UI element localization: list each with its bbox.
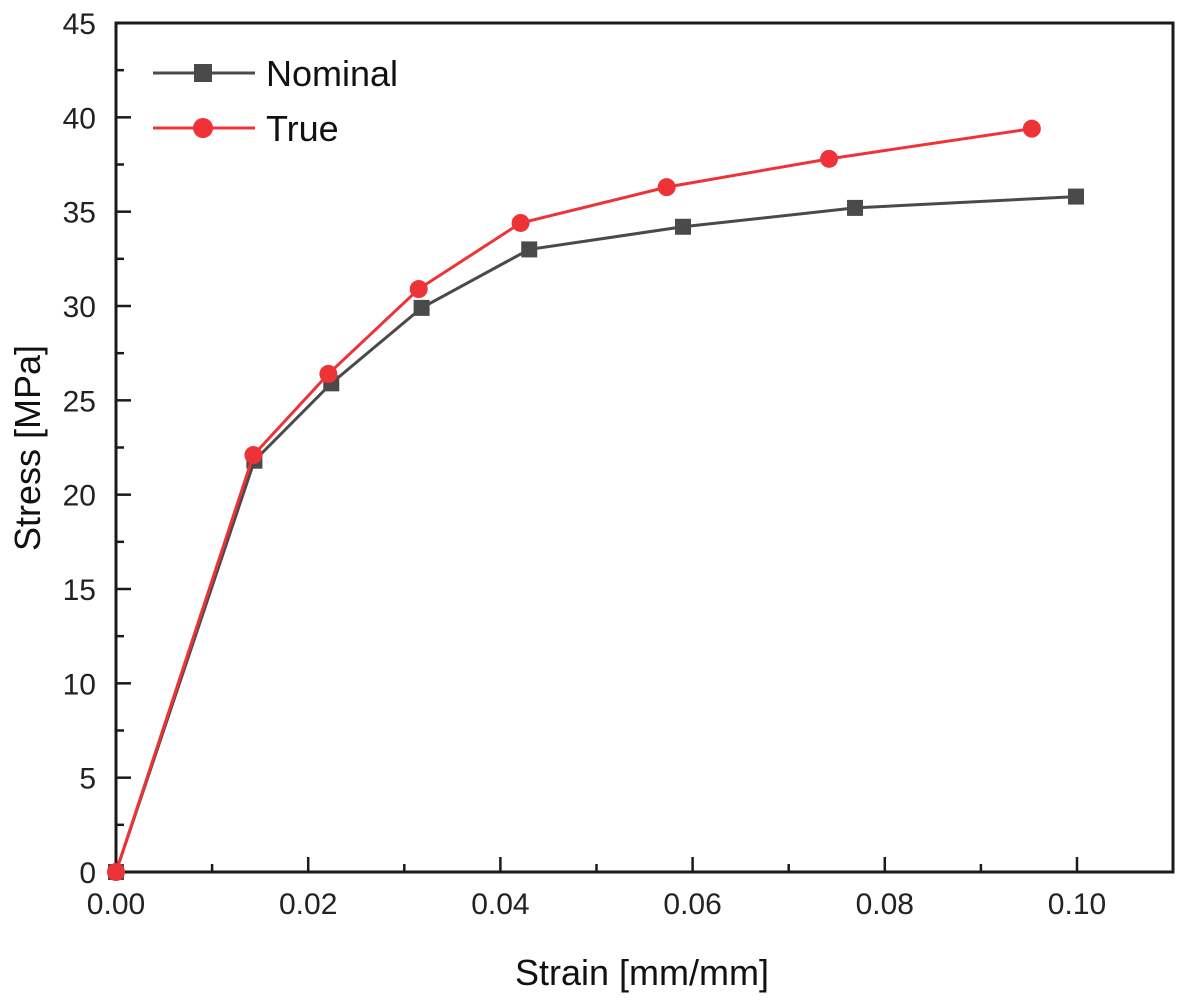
y-axis: 0 5 10 15 20 25 30 35 40 45 bbox=[63, 8, 131, 890]
legend-label: True bbox=[266, 108, 339, 149]
data-point-nominal bbox=[674, 218, 691, 235]
data-point-true bbox=[1022, 119, 1041, 138]
x-tick-label: 0.04 bbox=[471, 888, 529, 921]
legend-label: Nominal bbox=[266, 53, 398, 94]
data-point-nominal bbox=[1068, 188, 1085, 205]
data-point-true bbox=[244, 446, 263, 465]
data-point-nominal bbox=[413, 299, 430, 316]
data-point-true bbox=[107, 863, 125, 881]
legend: Nominal True bbox=[153, 53, 398, 149]
y-axis-title: Stress [MPa] bbox=[7, 345, 48, 551]
legend-circle-marker bbox=[193, 118, 213, 138]
series-layer bbox=[107, 119, 1085, 881]
x-tick-label: 0.00 bbox=[87, 888, 145, 921]
data-point-nominal bbox=[847, 199, 864, 216]
y-tick-label: 25 bbox=[63, 385, 96, 418]
x-tick-label: 0.02 bbox=[279, 888, 337, 921]
data-point-true bbox=[319, 364, 338, 383]
series-line-true bbox=[114, 127, 1033, 873]
series-nominal bbox=[108, 188, 1085, 880]
legend-item-true: True bbox=[153, 108, 339, 149]
y-tick-label: 15 bbox=[63, 574, 96, 607]
y-tick-label: 40 bbox=[63, 102, 96, 135]
legend-item-nominal: Nominal bbox=[153, 53, 398, 94]
plot-border bbox=[114, 21, 1175, 874]
y-tick-label: 20 bbox=[63, 480, 96, 513]
data-point-true bbox=[820, 149, 839, 168]
x-axis-title: Strain [mm/mm] bbox=[515, 952, 769, 993]
y-tick-label: 0 bbox=[79, 857, 96, 890]
x-tick-label: 0.06 bbox=[663, 888, 721, 921]
series-line-nominal bbox=[114, 195, 1077, 873]
plot-frame bbox=[114, 21, 1175, 874]
x-tick-label: 0.10 bbox=[1048, 888, 1106, 921]
legend-square-marker bbox=[194, 64, 212, 82]
y-tick-label: 5 bbox=[79, 763, 96, 796]
x-tick-label: 0.08 bbox=[856, 888, 914, 921]
y-tick-label: 35 bbox=[63, 197, 96, 230]
series-true bbox=[107, 119, 1041, 881]
y-tick-label: 45 bbox=[63, 8, 96, 41]
y-tick-label: 10 bbox=[63, 668, 96, 701]
y-tick-label: 30 bbox=[63, 291, 96, 324]
data-point-nominal bbox=[521, 241, 538, 258]
data-point-true bbox=[511, 213, 530, 232]
data-point-true bbox=[409, 280, 428, 299]
data-point-true bbox=[657, 178, 676, 197]
x-axis: 0.00 0.02 0.04 0.06 0.08 0.10 bbox=[87, 857, 1106, 921]
